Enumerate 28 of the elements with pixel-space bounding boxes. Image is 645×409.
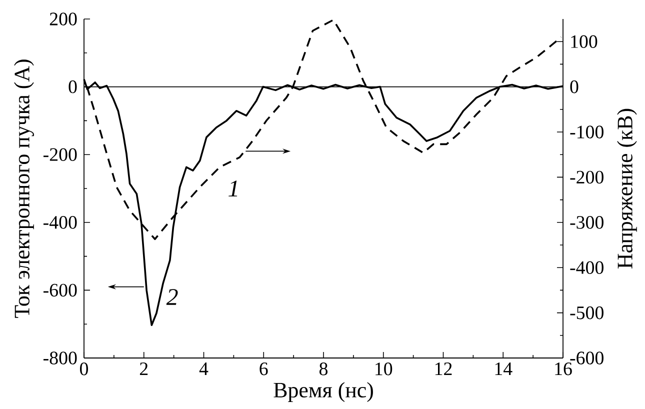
x-tick-label: 12: [435, 362, 452, 376]
y2-tick-label: -600: [570, 352, 604, 364]
y-tick-label: -400: [43, 216, 77, 229]
y-axis-title: Ток электронного пучка (А): [14, 60, 34, 318]
y2-tick-label: -300: [570, 216, 604, 229]
x-tick-label: 8: [319, 362, 328, 376]
y2-axis-title: Напряжение (кВ): [617, 108, 637, 268]
annotation: 1: [228, 180, 238, 196]
x-axis-title: Время (нс): [274, 382, 373, 402]
x-tick-label: 6: [260, 362, 268, 376]
x-tick-label: 2: [140, 362, 148, 376]
y-tick-label: 200: [50, 12, 77, 26]
y2-tick-label: 0: [570, 80, 578, 94]
x-tick-label: 16: [555, 362, 572, 376]
x-tick-label: 0: [80, 362, 88, 376]
y2-tick-label: -100: [570, 126, 604, 138]
y2-tick-label: -200: [570, 170, 604, 184]
y2-tick-label: 100: [571, 35, 598, 48]
x-tick-label: 14: [495, 362, 512, 376]
x-tick-label: 4: [199, 362, 208, 375]
x-tick-label: 10: [376, 362, 392, 376]
y2-tick-label: -400: [570, 261, 604, 274]
annotation: 2: [166, 289, 178, 305]
y-tick-label: -800: [43, 352, 77, 364]
y-tick-label: 0: [68, 80, 77, 94]
y2-tick-label: -500: [570, 306, 604, 320]
y-tick-label: -600: [43, 284, 77, 297]
y-tick-label: -200: [43, 148, 77, 161]
